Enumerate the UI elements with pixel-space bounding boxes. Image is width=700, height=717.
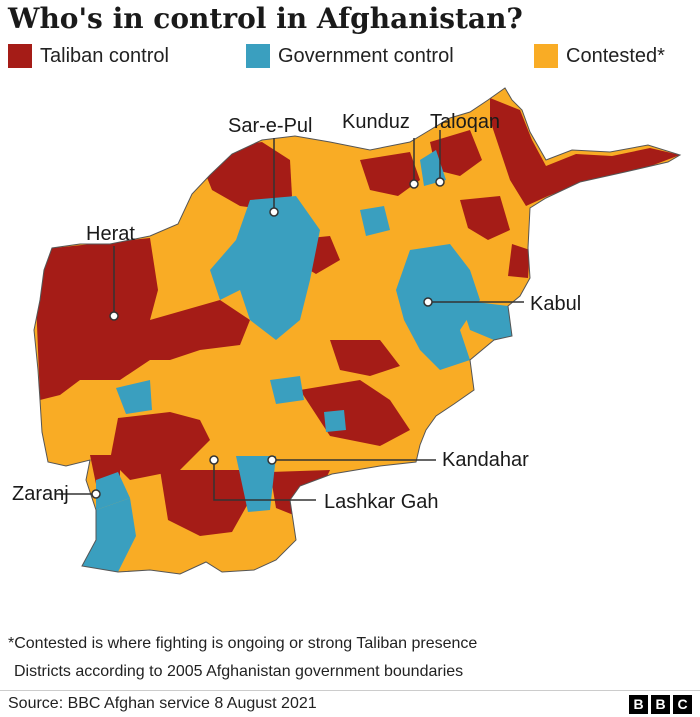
region-government-lashkar-gah — [236, 456, 276, 512]
label-taloqan: Taloqan — [430, 111, 500, 133]
legend-item-taliban: Taliban control — [8, 44, 169, 68]
region-taliban-kunduz — [430, 130, 482, 176]
marker-kunduz — [409, 179, 419, 189]
marker-kabul — [423, 297, 433, 307]
label-kunduz: Kunduz — [342, 111, 410, 133]
marker-sar-e-pul — [269, 207, 279, 217]
marker-zaranj — [91, 489, 101, 499]
bbc-logo-letter: B — [651, 695, 670, 714]
footer: Source: BBC Afghan service 8 August 2021… — [0, 690, 700, 717]
region-taliban-west — [34, 238, 158, 400]
bbc-logo-letter: B — [629, 695, 648, 714]
marker-kandahar — [267, 455, 277, 465]
afghanistan-map: Sar-e-Pul Kunduz Taloqan Herat Kabul Kan… — [12, 87, 681, 575]
bbc-logo-letter: C — [673, 695, 692, 714]
region-government-north — [360, 206, 390, 236]
districts-footnote: Districts according to 2005 Afghanistan … — [14, 663, 464, 680]
legend-label-taliban: Taliban control — [40, 44, 169, 67]
legend-swatch-government — [246, 44, 270, 68]
region-taliban-badakhshan — [490, 98, 680, 206]
region-taliban-kandahar — [270, 470, 330, 516]
region-government-west — [116, 380, 152, 414]
marker-lashkar-gah — [209, 455, 219, 465]
label-kandahar: Kandahar — [442, 449, 529, 471]
source-credit: Source: BBC Afghan service 8 August 2021 — [8, 695, 317, 712]
region-taliban-north-east — [460, 196, 510, 240]
notes: *Contested is where fighting is ongoing … — [8, 630, 477, 686]
legend: Taliban control Government control Conte… — [8, 44, 698, 72]
legend-swatch-taliban — [8, 44, 32, 68]
region-taliban-north-1 — [360, 152, 420, 196]
place-markers — [91, 177, 445, 499]
region-taliban-south-2 — [160, 470, 250, 536]
label-sar-e-pul: Sar-e-Pul — [228, 115, 312, 137]
label-lashkar-gah: Lashkar Gah — [324, 491, 439, 513]
callout-lines — [56, 130, 524, 501]
region-government-east — [460, 300, 512, 340]
legend-swatch-contested — [534, 44, 558, 68]
region-government-zaranj — [96, 472, 130, 510]
marker-taloqan — [435, 177, 445, 187]
region-government-central — [210, 196, 320, 340]
marker-herat — [109, 311, 119, 321]
label-herat: Herat — [86, 223, 135, 245]
region-taliban-west-central — [150, 300, 250, 360]
leader-lashkar-gah — [213, 460, 316, 501]
region-taliban-south-1 — [110, 412, 210, 480]
place-labels: Sar-e-Pul Kunduz Taloqan Herat Kabul Kan… — [12, 111, 581, 513]
label-zaranj: Zaranj — [12, 483, 69, 505]
region-government-south-central — [270, 376, 304, 404]
legend-label-contested: Contested* — [566, 44, 665, 67]
legend-item-government: Government control — [246, 44, 454, 68]
label-kabul: Kabul — [530, 293, 581, 315]
legend-label-government: Government control — [278, 44, 454, 67]
region-taliban-east — [508, 244, 530, 278]
region-government-kabul — [396, 244, 480, 370]
contested-footnote: *Contested is where fighting is ongoing … — [8, 635, 478, 652]
legend-item-contested: Contested* — [534, 44, 665, 68]
control-regions — [34, 88, 680, 574]
map-title: Who's in control in Afghanistan? — [8, 2, 523, 35]
region-government-ghazni — [324, 410, 346, 432]
region-taliban-ghor — [330, 340, 400, 376]
bbc-logo: B B C — [629, 695, 692, 714]
